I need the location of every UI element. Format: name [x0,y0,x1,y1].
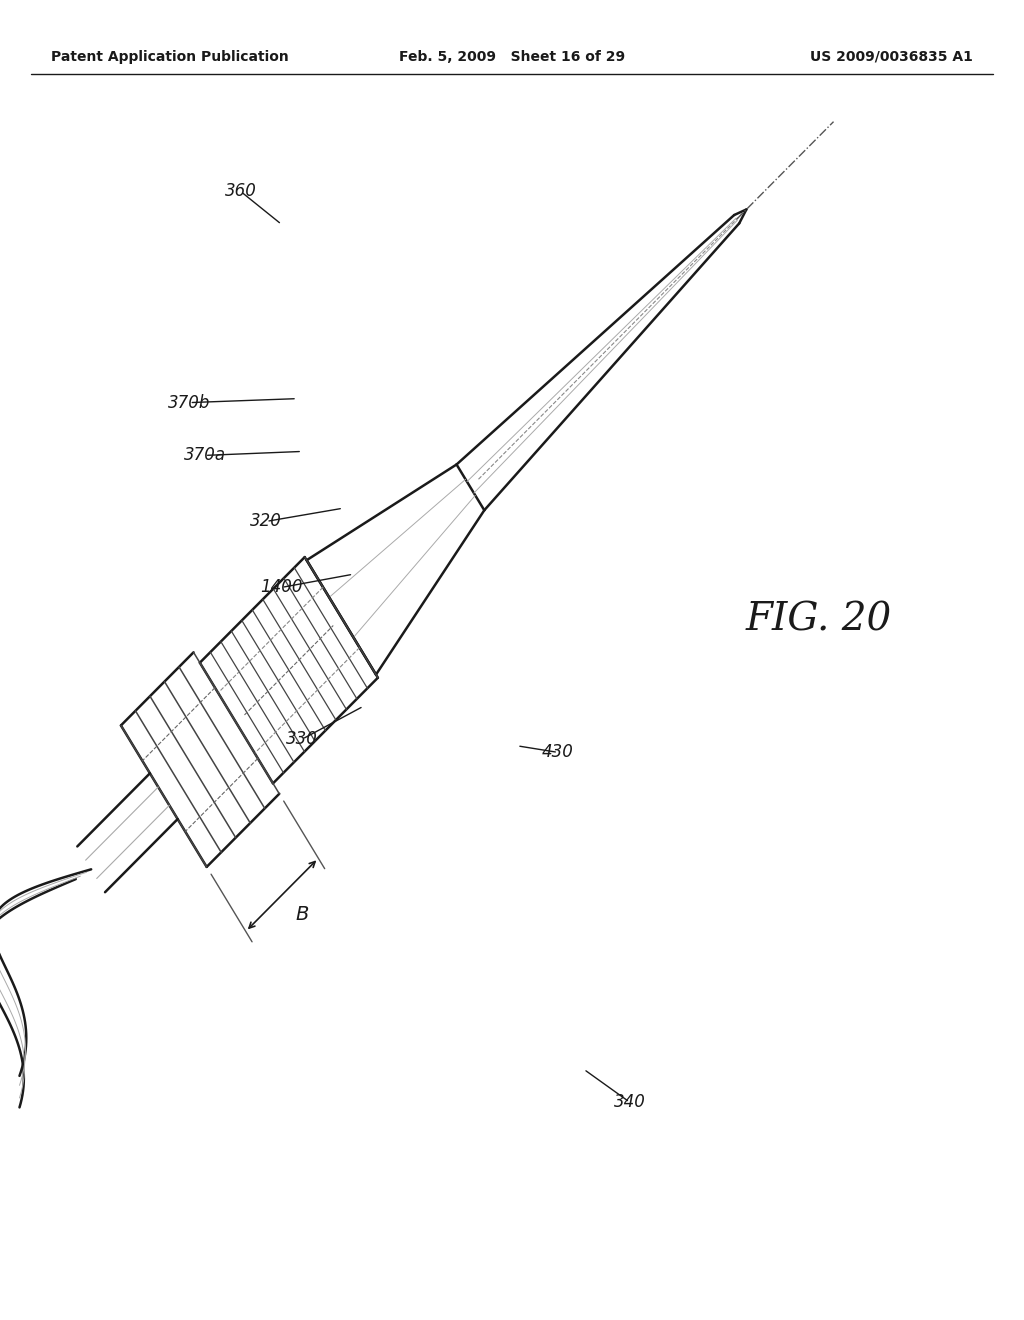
Text: B: B [296,906,309,924]
Text: 370b: 370b [168,393,211,412]
Text: Patent Application Publication: Patent Application Publication [51,50,289,63]
Text: Feb. 5, 2009   Sheet 16 of 29: Feb. 5, 2009 Sheet 16 of 29 [399,50,625,63]
Text: 1400: 1400 [260,578,303,597]
Text: 330: 330 [286,730,318,748]
Text: 340: 340 [613,1093,646,1111]
Text: 320: 320 [250,512,283,531]
Text: FIG. 20: FIG. 20 [746,602,892,639]
Text: 370a: 370a [183,446,226,465]
Text: 360: 360 [224,182,257,201]
Text: US 2009/0036835 A1: US 2009/0036835 A1 [810,50,973,63]
Text: 430: 430 [542,743,574,762]
